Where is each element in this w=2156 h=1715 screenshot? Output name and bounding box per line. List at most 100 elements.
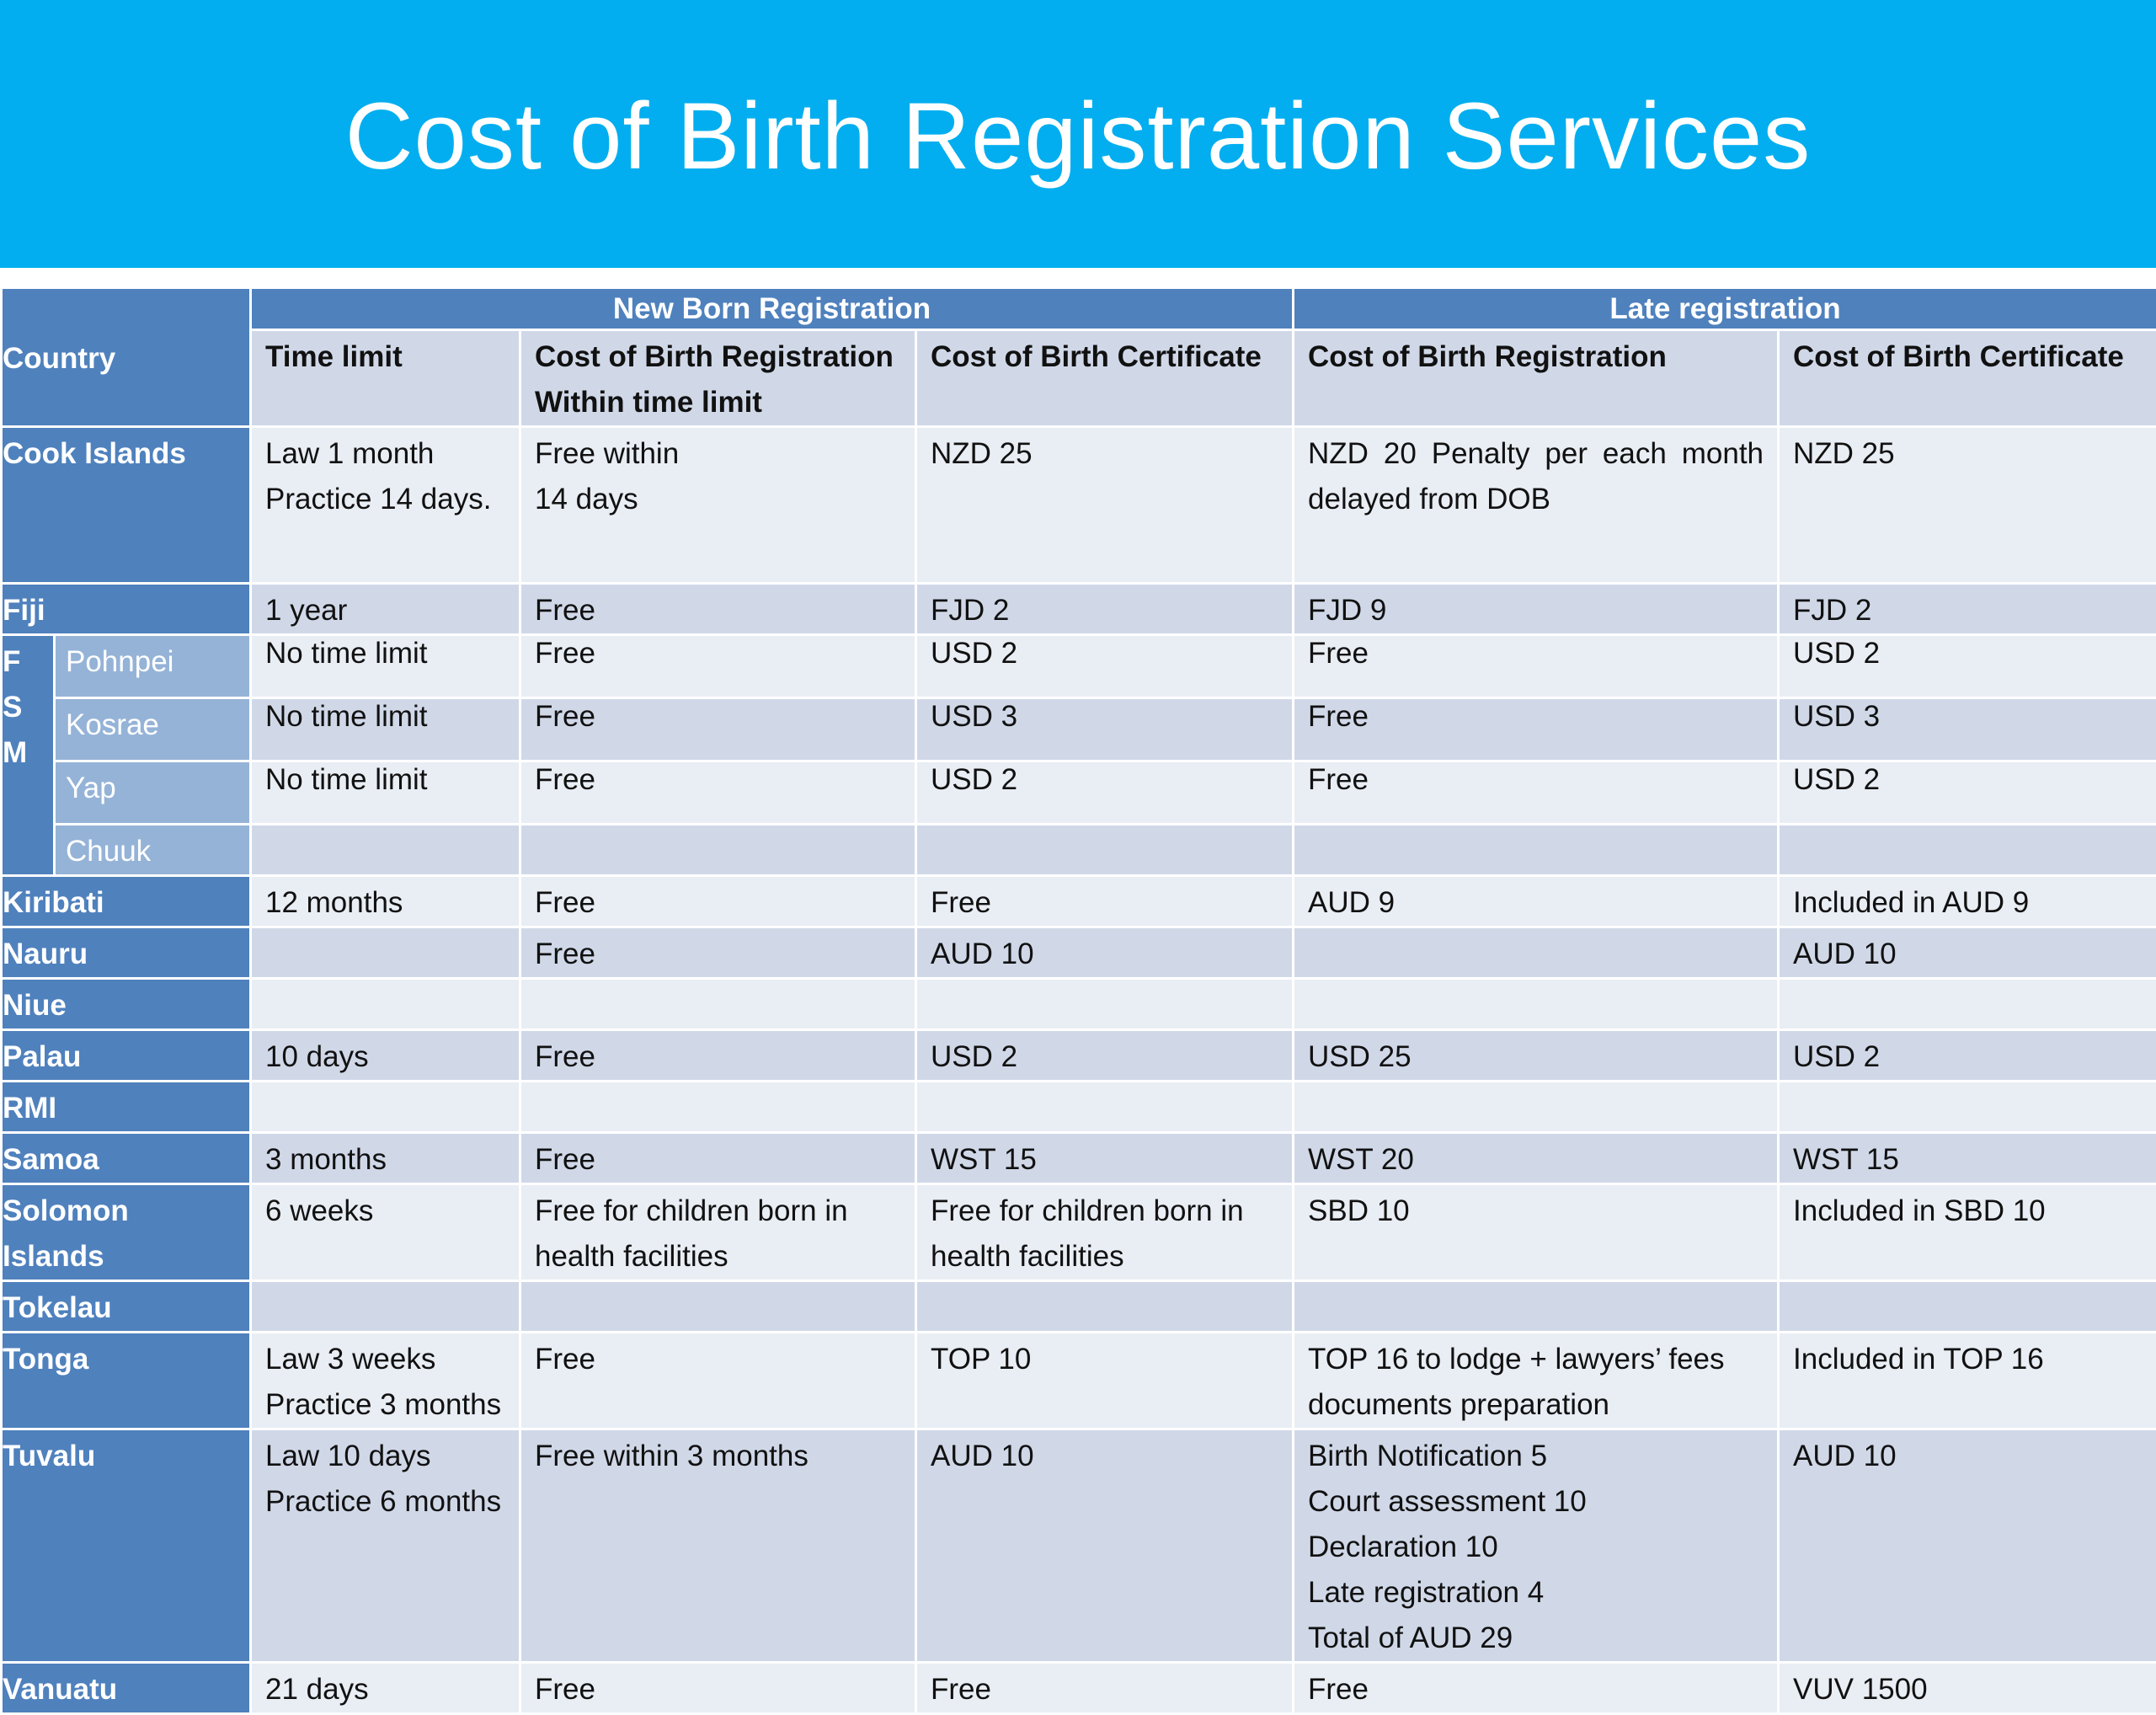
country-name-cell: Fiji <box>2 584 251 635</box>
newborn-registration-cost-cell: Free <box>520 584 916 635</box>
newborn-certificate-cost-cell: FJD 2 <box>916 584 1294 635</box>
late-certificate-cost-cell: VUV 1500 <box>1779 1663 2156 1714</box>
newborn-registration-cost-cell: Free <box>520 635 916 698</box>
time-limit-cell: 3 months <box>251 1133 520 1184</box>
late-certificate-cost-cell: USD 3 <box>1779 698 2156 761</box>
late-certificate-cost-cell: USD 2 <box>1779 761 2156 825</box>
time-limit-cell: No time limit <box>251 635 520 698</box>
time-limit-cell: 21 days <box>251 1663 520 1714</box>
time-limit-cell: 10 days <box>251 1030 520 1082</box>
late-registration-cost-cell: AUD 9 <box>1294 876 1779 927</box>
country-name-cell: Palau <box>2 1030 251 1082</box>
newborn-certificate-cost-cell: USD 2 <box>916 1030 1294 1082</box>
table-row-rmi: RMI <box>2 1082 2156 1133</box>
time-limit-cell: 6 weeks <box>251 1184 520 1281</box>
late-certificate-cost-cell <box>1779 1082 2156 1133</box>
country-name-cell: Pohnpei <box>55 635 251 698</box>
late-registration-cost-cell: TOP 16 to lodge + lawyers’ fees document… <box>1294 1333 1779 1429</box>
late-registration-group-header: Late registration <box>1294 288 2156 330</box>
newborn-certificate-cost-cell: AUD 10 <box>916 927 1294 979</box>
late-registration-cost-cell: Birth Notification 5 Court assessment 10… <box>1294 1429 1779 1663</box>
late-certificate-cost-cell: AUD 10 <box>1779 927 2156 979</box>
page-title: Cost of Birth Registration Services <box>345 82 1812 190</box>
newborn-certificate-cost-cell: USD 2 <box>916 761 1294 825</box>
late-registration-cost-cell: SBD 10 <box>1294 1184 1779 1281</box>
group-header-row: Country New Born Registration Late regis… <box>2 288 2156 330</box>
late-certificate-cost-cell: Included in TOP 16 <box>1779 1333 2156 1429</box>
late-registration-cost-cell: Free <box>1294 761 1779 825</box>
country-name-cell: Chuuk <box>55 825 251 876</box>
time-limit-cell: Law 1 month Practice 14 days. <box>251 427 520 584</box>
birth-registration-table: Country New Born Registration Late regis… <box>0 286 2156 1715</box>
newborn-certificate-cost-cell: TOP 10 <box>916 1333 1294 1429</box>
late-certificate-cost-cell: USD 2 <box>1779 1030 2156 1082</box>
newborn-certificate-cost-cell: Free for children born in health facilit… <box>916 1184 1294 1281</box>
late-certificate-cost-cell: AUD 10 <box>1779 1429 2156 1663</box>
time-limit-cell: Law 10 days Practice 6 months <box>251 1429 520 1663</box>
late-registration-cost-header: Cost of Birth Registration <box>1294 330 1779 427</box>
newborn-registration-cost-cell: Free for children born in health facilit… <box>520 1184 916 1281</box>
time-limit-cell <box>251 927 520 979</box>
newborn-registration-cost-cell: Free <box>520 927 916 979</box>
time-limit-cell <box>251 979 520 1030</box>
newborn-registration-cost-cell: Free within 3 months <box>520 1429 916 1663</box>
newborn-certificate-cost-cell <box>916 825 1294 876</box>
newborn-registration-cost-cell: Free <box>520 876 916 927</box>
newborn-registration-cost-cell <box>520 1281 916 1333</box>
late-certificate-cost-cell: USD 2 <box>1779 635 2156 698</box>
newborn-certificate-cost-cell <box>916 979 1294 1030</box>
time-limit-cell: 12 months <box>251 876 520 927</box>
country-name-cell: Cook Islands <box>2 427 251 584</box>
country-name-cell: Samoa <box>2 1133 251 1184</box>
late-certificate-cost-cell: Included in SBD 10 <box>1779 1184 2156 1281</box>
newborn-registration-cost-cell <box>520 979 916 1030</box>
newborn-registration-cost-cell: Free <box>520 1133 916 1184</box>
time-limit-cell <box>251 825 520 876</box>
country-name-cell: Vanuatu <box>2 1663 251 1714</box>
late-registration-cost-cell: WST 20 <box>1294 1133 1779 1184</box>
late-registration-cost-cell: NZD 20 Penalty per each month delayed fr… <box>1294 427 1779 584</box>
newborn-registration-cost-cell <box>520 1082 916 1133</box>
newborn-certificate-cost-cell: WST 15 <box>916 1133 1294 1184</box>
newborn-certificate-cost-header: Cost of Birth Certificate <box>916 330 1294 427</box>
late-registration-cost-cell: Free <box>1294 1663 1779 1714</box>
country-name-cell: Yap <box>55 761 251 825</box>
table-row-fsm-chuuk: Chuuk <box>2 825 2156 876</box>
newborn-certificate-cost-cell: Free <box>916 1663 1294 1714</box>
newborn-registration-group-header: New Born Registration <box>251 288 1294 330</box>
newborn-certificate-cost-cell: NZD 25 <box>916 427 1294 584</box>
newborn-registration-cost-cell: Free <box>520 698 916 761</box>
time-limit-header: Time limit <box>251 330 520 427</box>
time-limit-cell <box>251 1281 520 1333</box>
country-name-cell: Kiribati <box>2 876 251 927</box>
late-certificate-cost-cell: Included in AUD 9 <box>1779 876 2156 927</box>
country-name-cell: Tokelau <box>2 1281 251 1333</box>
late-registration-cost-cell <box>1294 979 1779 1030</box>
title-banner: Cost of Birth Registration Services <box>0 0 2156 268</box>
column-header-row: Time limit Cost of Birth Registration Wi… <box>2 330 2156 427</box>
late-certificate-cost-cell <box>1779 825 2156 876</box>
late-certificate-cost-cell: WST 15 <box>1779 1133 2156 1184</box>
time-limit-cell: No time limit <box>251 761 520 825</box>
fsm-country-group-label: F S M <box>2 635 55 876</box>
newborn-registration-cost-cell: Free <box>520 761 916 825</box>
late-certificate-cost-cell: NZD 25 <box>1779 427 2156 584</box>
newborn-certificate-cost-cell: Free <box>916 876 1294 927</box>
table-row-niue: Niue <box>2 979 2156 1030</box>
newborn-registration-cost-cell: Free within 14 days <box>520 427 916 584</box>
time-limit-cell: Law 3 weeks Practice 3 months <box>251 1333 520 1429</box>
newborn-certificate-cost-cell <box>916 1281 1294 1333</box>
newborn-registration-cost-cell: Free <box>520 1333 916 1429</box>
newborn-registration-cost-cell <box>520 825 916 876</box>
